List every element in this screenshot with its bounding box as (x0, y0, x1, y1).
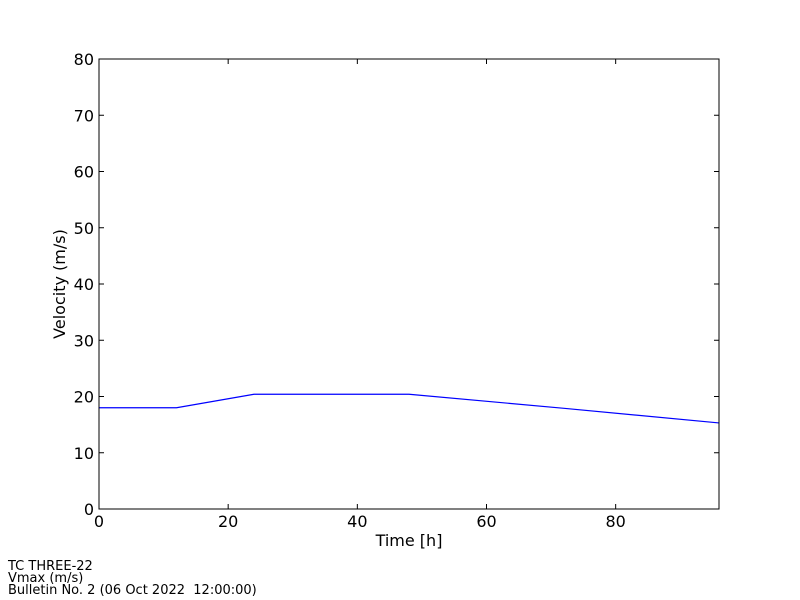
y-tick-label: 0 (84, 500, 94, 519)
footer-line: Vmax (m/s) (8, 571, 83, 586)
footer-line: TC THREE-22 (7, 559, 93, 574)
y-tick-label: 10 (74, 444, 94, 463)
y-tick-label: 60 (74, 163, 94, 182)
plot-frame (98, 58, 720, 510)
y-tick-label: 40 (74, 275, 94, 294)
x-tick-label: 40 (347, 512, 367, 531)
x-axis-label: Time [h] (375, 531, 443, 550)
y-tick-label: 80 (74, 50, 94, 69)
y-tick-label: 30 (74, 331, 94, 350)
x-tick-label: 20 (218, 512, 238, 531)
x-tick-label: 60 (476, 512, 496, 531)
y-axis-label: Velocity (m/s) (50, 229, 69, 339)
footer-line: Bulletin No. 2 (06 Oct 2022 12:00:00) (8, 583, 257, 598)
x-tick-label: 0 (94, 512, 104, 531)
y-tick-label: 70 (74, 106, 94, 125)
data-line (99, 393, 720, 424)
y-tick-label: 20 (74, 388, 94, 407)
y-tick-label: 50 (74, 219, 94, 238)
x-tick-label: 80 (605, 512, 625, 531)
